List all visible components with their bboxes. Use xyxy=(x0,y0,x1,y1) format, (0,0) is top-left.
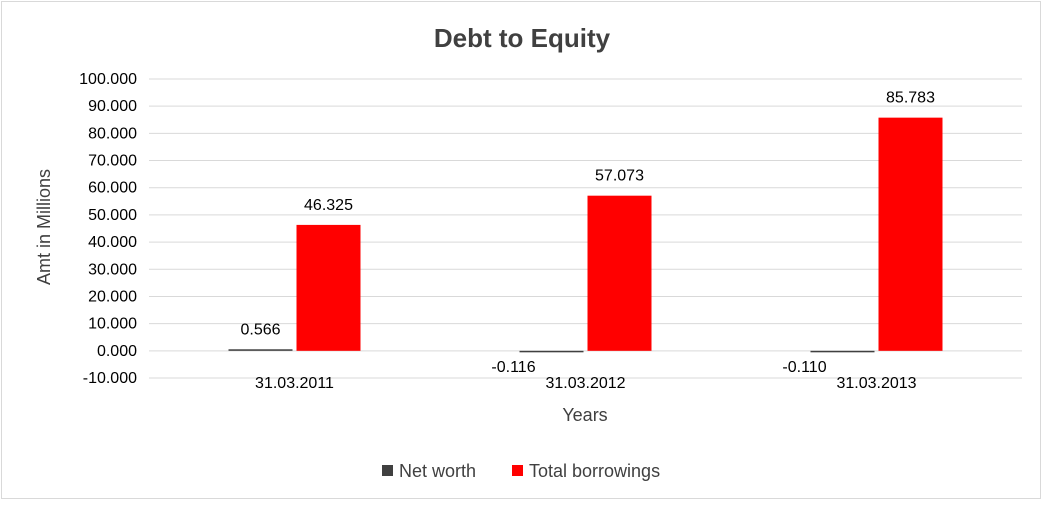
y-axis-ticks: 100.000 90.000 80.000 70.000 60.000 50.000 40.… xyxy=(79,71,137,387)
x-tick-label: 31.03.2012 xyxy=(545,375,625,392)
legend-label: Total borrowings xyxy=(529,461,660,481)
bar-net-worth xyxy=(810,350,875,353)
chart-title: Debt to Equity xyxy=(434,23,611,53)
y-tick-label: 30.000 xyxy=(88,261,137,278)
y-tick-label: 10.000 xyxy=(88,316,137,333)
bar-total-borrowings xyxy=(587,195,652,351)
x-tick-label: 31.03.2013 xyxy=(836,375,916,392)
x-axis-ticks: 31.03.2011 31.03.2012 31.03.2013 xyxy=(255,375,917,392)
legend-swatch xyxy=(512,465,523,476)
y-tick-label: 40.000 xyxy=(88,234,137,251)
y-tick-label: 70.000 xyxy=(88,153,137,170)
legend-swatch xyxy=(382,465,393,476)
data-label: 0.566 xyxy=(240,321,280,338)
legend-label: Net worth xyxy=(399,461,476,481)
y-axis-title: Amt in Millions xyxy=(34,169,54,285)
y-tick-label: 80.000 xyxy=(88,125,137,142)
bar-total-borrowings xyxy=(878,117,943,351)
bar-total-borrowings xyxy=(296,224,361,351)
data-labels: 0.566 46.325 -0.116 57.073 -0.110 85.783 xyxy=(240,90,935,376)
y-tick-label: 20.000 xyxy=(88,288,137,305)
x-tick-label: 31.03.2011 xyxy=(255,375,334,392)
data-label: 46.325 xyxy=(304,197,353,214)
y-tick-label: 100.000 xyxy=(79,71,137,88)
bar-net-worth xyxy=(519,350,584,353)
bars xyxy=(228,117,943,353)
data-label: 57.073 xyxy=(595,168,644,185)
y-tick-label: 50.000 xyxy=(88,207,137,224)
gridlines xyxy=(149,78,1022,379)
y-tick-label: 60.000 xyxy=(88,180,137,197)
y-tick-label: 90.000 xyxy=(88,98,137,115)
data-label: 85.783 xyxy=(886,90,935,107)
y-tick-label: -10.000 xyxy=(83,370,137,387)
bar-net-worth xyxy=(228,349,293,351)
data-label: -0.110 xyxy=(782,359,826,376)
x-axis-title: Years xyxy=(562,405,607,425)
data-label: -0.116 xyxy=(491,359,535,376)
legend: Net worth Total borrowings xyxy=(382,461,660,481)
y-tick-label: 0.000 xyxy=(97,343,137,360)
